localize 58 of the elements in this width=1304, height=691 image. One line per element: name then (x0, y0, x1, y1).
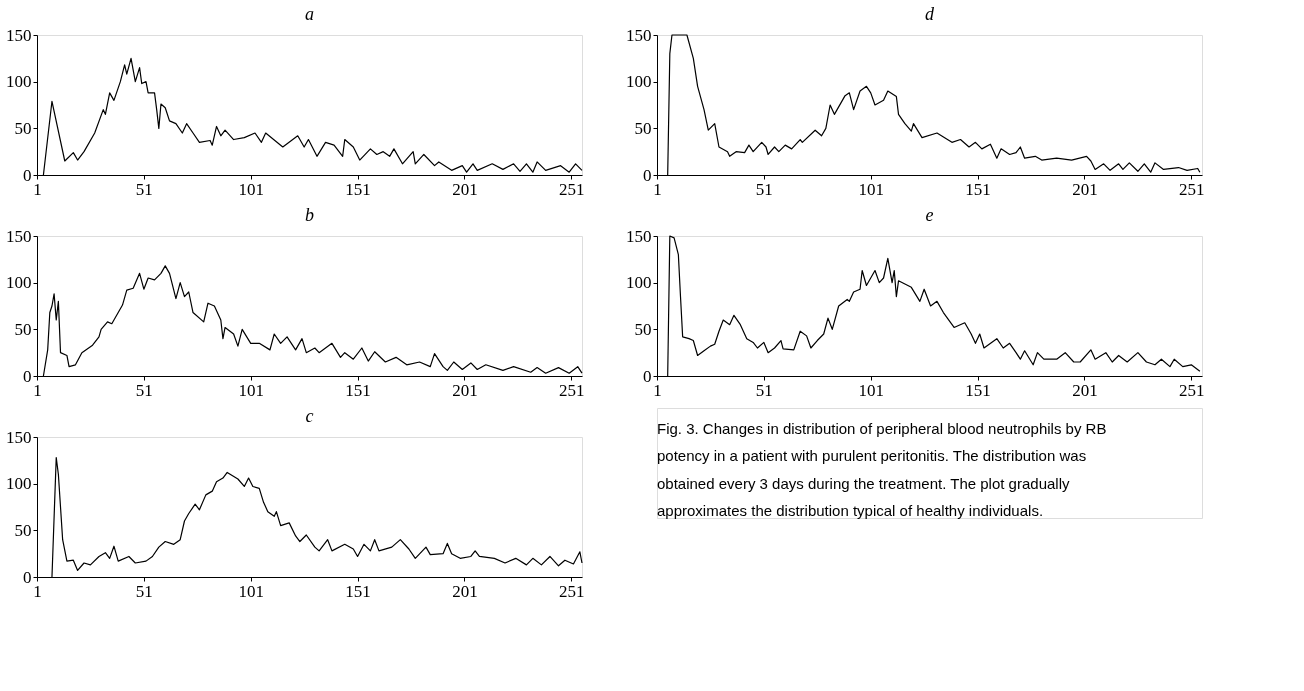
y-tick-label: 100 (626, 273, 652, 293)
y-tick-label: 0 (23, 165, 32, 185)
y-tick-label: 50 (14, 118, 32, 138)
line-series (42, 265, 583, 377)
y-tick-label: 100 (6, 474, 32, 494)
x-tick-label: 101 (238, 380, 264, 400)
x-tick-label: 201 (452, 380, 478, 400)
x-tick-label: 1 (33, 380, 42, 400)
x-tick-label: 151 (345, 581, 371, 601)
y-tick-label: 50 (634, 118, 652, 138)
y-tick-label: 100 (6, 273, 32, 293)
x-tick-label: 51 (135, 581, 153, 601)
chart-title: e (925, 205, 934, 225)
x-tick-label: 151 (965, 380, 991, 400)
x-tick-label: 1 (653, 380, 662, 400)
x-tick-label: 251 (1179, 380, 1205, 400)
x-tick-label: 51 (755, 179, 773, 199)
y-tick-label: 0 (643, 165, 652, 185)
x-tick-label: 101 (238, 581, 264, 601)
x-tick-label: 51 (755, 380, 773, 400)
x-tick-label: 51 (135, 380, 153, 400)
x-tick-label: 1 (653, 179, 662, 199)
x-tick-label: 101 (858, 380, 884, 400)
x-tick-label: 201 (452, 581, 478, 601)
caption: Fig. 3. Changes in distribution of peripheral blood neutrophils by RB potency in a patient with purulent peritonitis. The distribution was obtained every 3 days during the treatment. The plot gradually approximates the distribution typical of healthy individuals. (657, 419, 1107, 520)
x-tick-label: 151 (345, 380, 371, 400)
x-tick-label: 101 (858, 179, 884, 199)
y-tick-label: 50 (14, 520, 32, 540)
x-tick-label: 151 (965, 179, 991, 199)
chart-title: b (305, 205, 314, 225)
y-tick-label: 150 (6, 25, 32, 45)
y-tick-label: 150 (626, 226, 652, 246)
x-tick-label: 251 (1179, 179, 1205, 199)
x-tick-label: 201 (1072, 380, 1098, 400)
y-tick-label: 100 (6, 72, 32, 92)
y-tick-label: 50 (14, 319, 32, 339)
chart-title: a (305, 4, 314, 24)
x-tick-label: 251 (559, 380, 585, 400)
line-series (42, 57, 583, 176)
x-tick-label: 201 (452, 179, 478, 199)
y-tick-label: 0 (23, 567, 32, 587)
y-tick-label: 100 (626, 72, 652, 92)
y-tick-label: 150 (626, 25, 652, 45)
x-tick-label: 101 (238, 179, 264, 199)
x-tick-label: 251 (559, 581, 585, 601)
chart-title: d (925, 4, 935, 24)
y-tick-label: 0 (643, 366, 652, 386)
y-tick-label: 0 (23, 366, 32, 386)
y-tick-label: 50 (634, 319, 652, 339)
x-tick-label: 251 (559, 179, 585, 199)
x-tick-label: 1 (33, 179, 42, 199)
x-tick-label: 151 (345, 179, 371, 199)
x-tick-label: 51 (135, 179, 153, 199)
x-tick-label: 201 (1072, 179, 1098, 199)
y-tick-label: 150 (6, 226, 32, 246)
x-tick-label: 1 (33, 581, 42, 601)
y-tick-label: 150 (6, 427, 32, 447)
chart-title: c (305, 406, 314, 426)
